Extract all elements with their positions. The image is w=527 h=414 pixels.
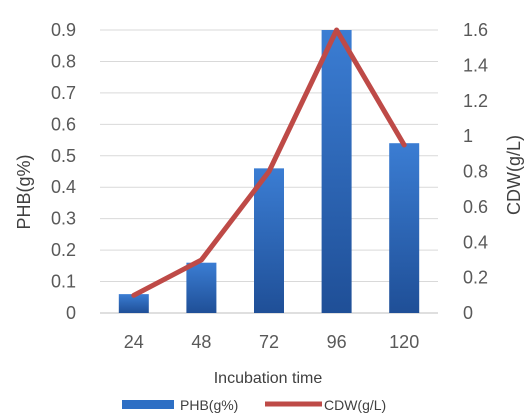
y-left-tick-label: 0.8	[51, 51, 76, 71]
y-right-tick-label: 1.4	[463, 55, 488, 75]
y-left-tick-label: 0.4	[51, 177, 76, 197]
y-axis-title-right: CDW(g/L)	[504, 135, 524, 215]
bar-phb	[254, 168, 284, 313]
y-left-tick-label: 0.7	[51, 83, 76, 103]
x-axis-ticks: 24 48 72 96 120	[124, 332, 419, 352]
bar-phb	[186, 262, 217, 313]
x-tick-label: 48	[191, 332, 211, 352]
y-right-tick-label: 0	[463, 303, 473, 323]
legend-label-cdw: CDW(g/L)	[324, 397, 386, 413]
y-right-tick-label: 1.6	[463, 20, 488, 40]
x-axis-title: Incubation time	[214, 370, 323, 387]
x-tick-label: 24	[124, 332, 144, 352]
y-left-tick-label: 0.3	[51, 209, 76, 229]
y-left-tick-label: 0.9	[51, 20, 76, 40]
legend-swatch-phb	[122, 400, 174, 409]
legend-label-phb: PHB(g%)	[180, 397, 238, 413]
x-tick-label: 96	[327, 332, 347, 352]
bar-phb	[321, 30, 352, 313]
y-right-tick-label: 0.6	[463, 197, 488, 217]
legend: PHB(g%) CDW(g/L)	[122, 397, 386, 413]
y-right-tick-label: 1	[463, 126, 473, 146]
x-tick-label: 72	[259, 332, 279, 352]
y-axis-title-left: PHB(g%)	[14, 154, 34, 229]
bar-series	[118, 30, 420, 313]
y-left-tick-label: 0.5	[51, 146, 76, 166]
x-tick-label: 120	[389, 332, 419, 352]
bar-phb	[118, 294, 149, 313]
y-left-tick-label: 0	[66, 303, 76, 323]
y-left-tick-label: 0.6	[51, 114, 76, 134]
right-axis-ticks: 0 0.2 0.4 0.6 0.8 1 1.2 1.4 1.6	[463, 20, 488, 323]
y-right-tick-label: 0.4	[463, 232, 488, 252]
y-right-tick-label: 1.2	[463, 91, 488, 111]
bar-phb	[389, 143, 420, 313]
y-right-tick-label: 0.2	[463, 268, 488, 288]
line-series	[131, 27, 407, 298]
y-left-tick-label: 0.2	[51, 240, 76, 260]
y-right-tick-label: 0.8	[463, 162, 488, 182]
left-axis-ticks: 0 0.1 0.2 0.3 0.4 0.5 0.6 0.7 0.8 0.9	[51, 20, 76, 323]
y-left-tick-label: 0.1	[51, 272, 76, 292]
